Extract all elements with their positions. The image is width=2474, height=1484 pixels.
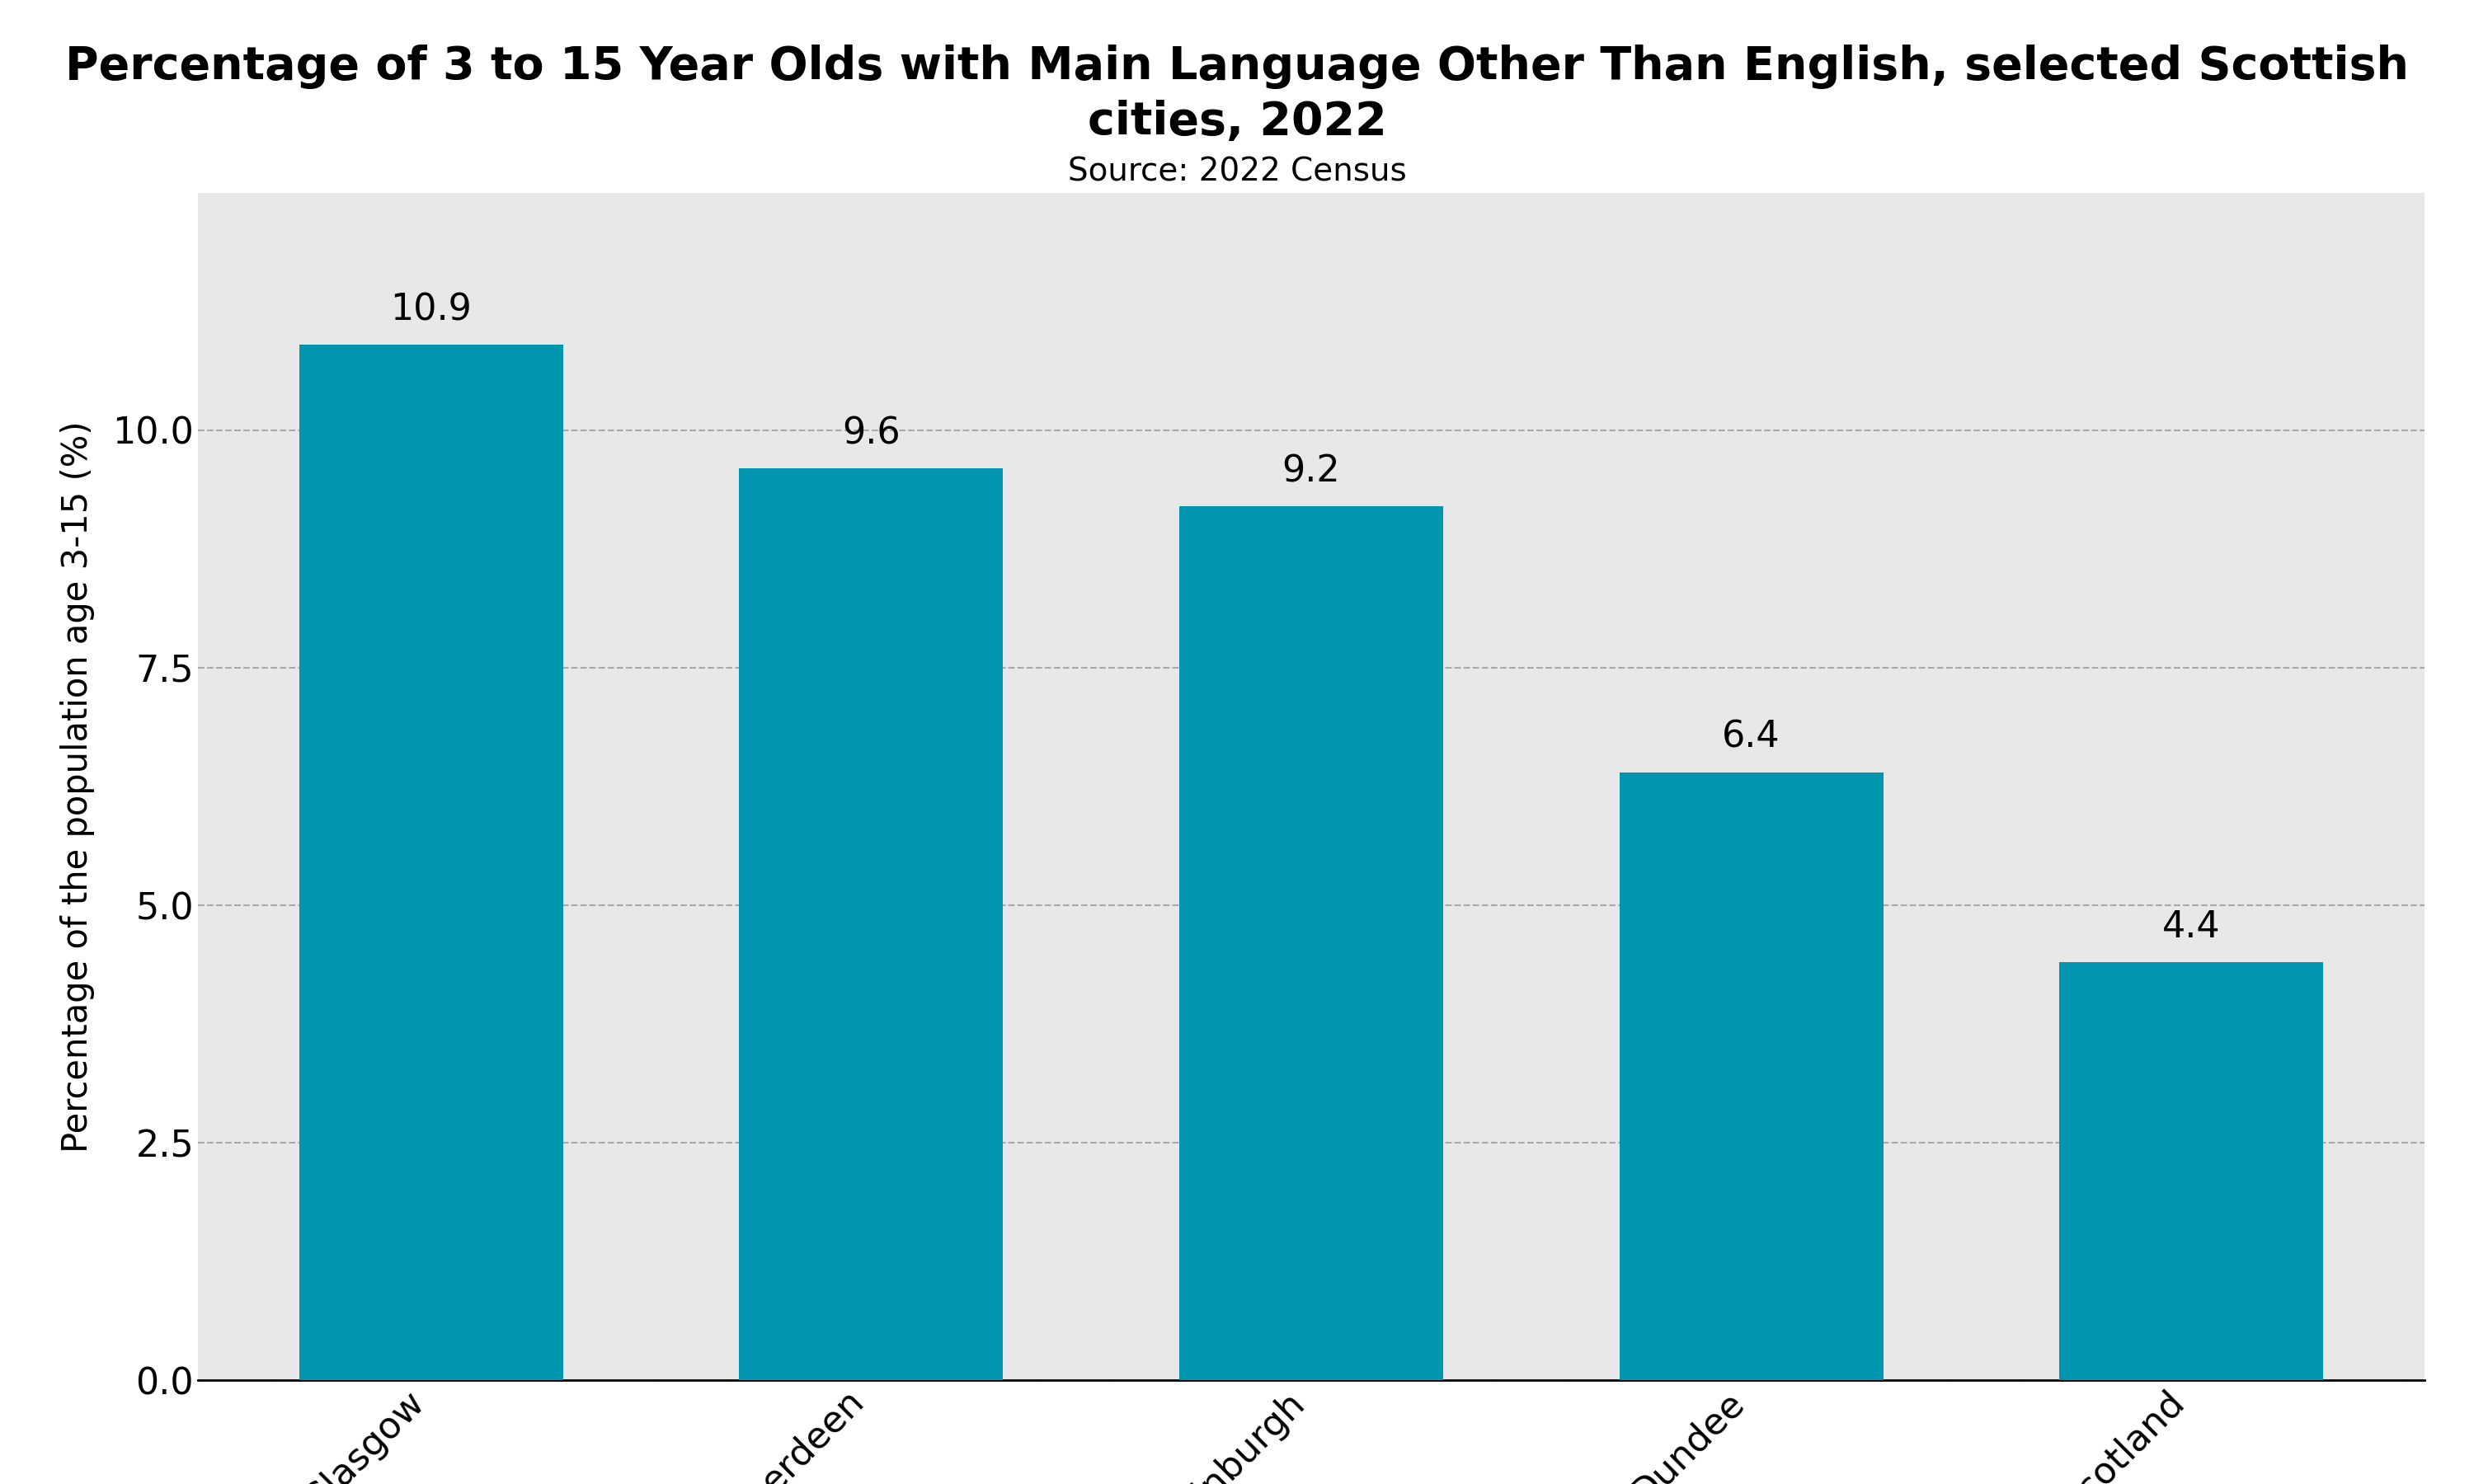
- Text: Percentage of 3 to 15 Year Olds with Main Language Other Than English, selected : Percentage of 3 to 15 Year Olds with Mai…: [64, 45, 2410, 144]
- Bar: [2058, 962, 2323, 1380]
- Text: 9.6: 9.6: [841, 416, 901, 451]
- Text: 4.4: 4.4: [2162, 910, 2222, 945]
- Bar: [1180, 506, 1442, 1380]
- Text: 10.9: 10.9: [391, 292, 473, 328]
- Bar: [740, 469, 1002, 1380]
- Text: 9.2: 9.2: [1282, 454, 1341, 490]
- Bar: [299, 344, 564, 1380]
- Y-axis label: Percentage of the population age 3-15 (%): Percentage of the population age 3-15 (%…: [59, 420, 94, 1153]
- Text: Source: 2022 Census: Source: 2022 Census: [1069, 156, 1405, 187]
- Bar: [1620, 772, 1883, 1380]
- Text: 6.4: 6.4: [1722, 720, 1781, 755]
